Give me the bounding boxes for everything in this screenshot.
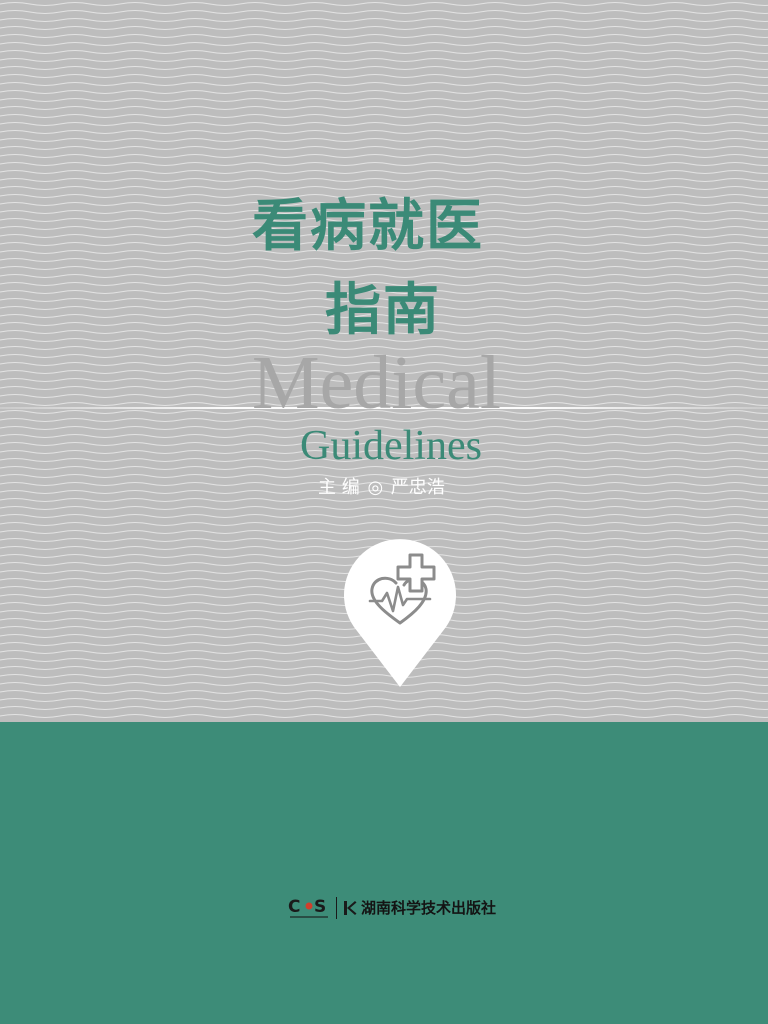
- editor-credit: 主 编 ◎ 严忠浩: [318, 475, 445, 501]
- divider-line: [0, 407, 768, 409]
- publisher-name: 湖南科学技术出版社: [361, 899, 497, 917]
- title-zh-line1: 看病就医: [252, 193, 484, 259]
- title-en-line2: Guidelines: [300, 423, 482, 469]
- svg-text:S: S: [314, 897, 326, 917]
- title-en-line1: Medical: [252, 341, 502, 425]
- cover-top-area: 看病就医 指南 Medical Guidelines 主 编 ◎ 严忠浩: [0, 0, 768, 722]
- k-publisher-icon: [344, 901, 357, 915]
- publisher-block: C S 湖南科学技术出版社: [288, 893, 496, 923]
- editor-role: 主 编: [318, 477, 360, 498]
- svg-text:C: C: [288, 897, 300, 917]
- title-zh-line2: 指南: [325, 277, 441, 343]
- cover-bottom-area: [0, 722, 768, 1024]
- editor-separator: ◎: [367, 477, 384, 498]
- heart-pulse-location-pin-icon: [344, 539, 456, 687]
- cs-publisher-logo-icon: C S: [288, 897, 328, 918]
- editor-name: 严忠浩: [390, 477, 445, 498]
- publisher-separator: [336, 897, 337, 919]
